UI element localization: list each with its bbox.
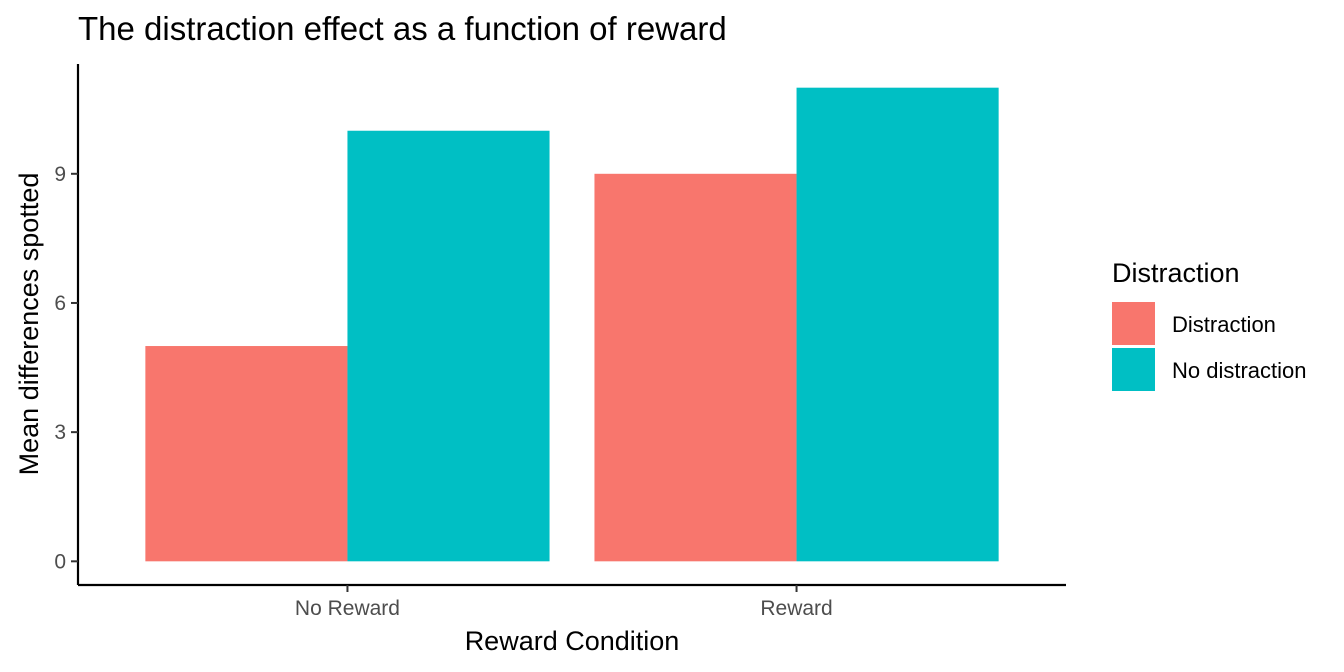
legend-key-no-distraction	[1112, 348, 1155, 391]
y-tick-label: 0	[54, 550, 66, 573]
y-axis-title: Mean differences spotted	[14, 173, 44, 476]
legend-key-distraction	[1112, 302, 1155, 345]
legend: Distraction Distraction No distraction	[1112, 258, 1307, 391]
x-axis-ticks: No Reward Reward	[295, 585, 833, 620]
bar-distraction-reward	[594, 173, 797, 562]
legend-label: No distraction	[1172, 358, 1307, 383]
x-tick-label: Reward	[760, 597, 832, 620]
chart-title: The distraction effect as a function of …	[78, 10, 727, 47]
legend-title: Distraction	[1112, 258, 1240, 288]
bar-distraction-no-reward	[145, 346, 348, 562]
x-axis-title: Reward Condition	[465, 626, 680, 656]
plot-area	[145, 87, 999, 562]
y-axis-ticks: 0 3 6 9	[54, 163, 78, 573]
y-tick-label: 9	[54, 163, 66, 186]
bar-no-distraction-no-reward	[347, 130, 550, 562]
legend-label: Distraction	[1172, 312, 1276, 337]
y-tick-label: 6	[54, 292, 66, 315]
bar-no-distraction-reward	[796, 87, 999, 562]
y-tick-label: 3	[54, 421, 66, 444]
x-tick-label: No Reward	[295, 597, 400, 620]
